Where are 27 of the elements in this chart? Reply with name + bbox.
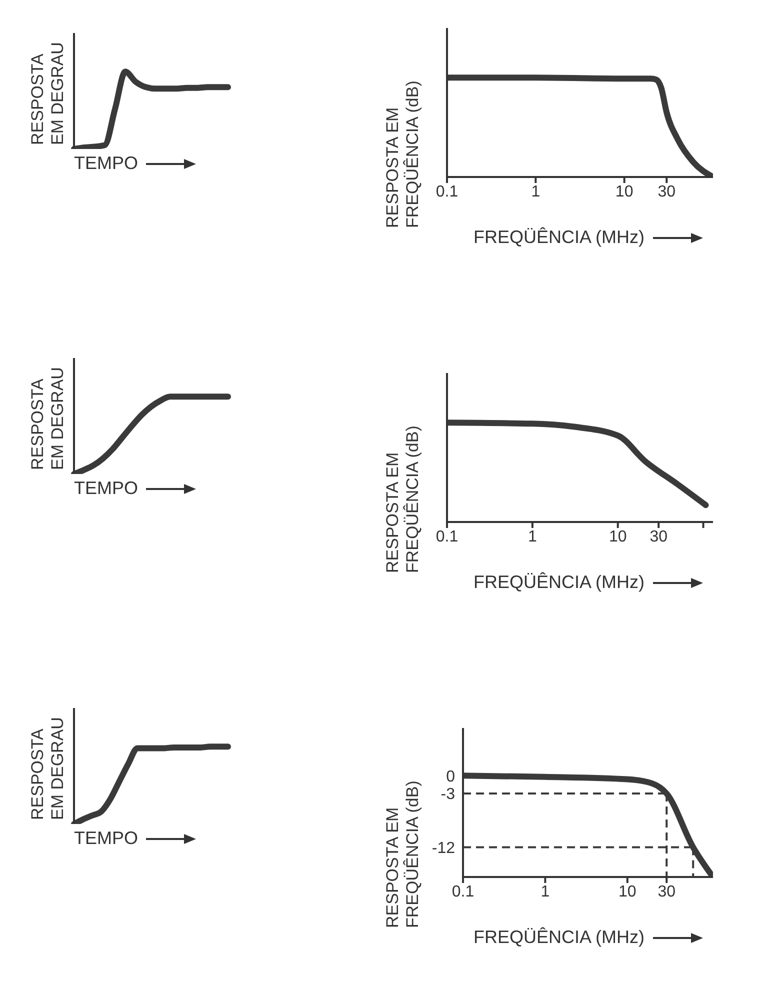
x-tick-label: 0.1 [436,183,458,200]
x-axis-title: FREQÜÊNCIA (MHz) [474,572,644,593]
y-axis-title: RESPOSTA EM FREQÜÊNCIA (dB) [383,424,423,573]
x-tick-label: 30 [658,183,676,200]
x-axis-title: TEMPO [74,478,138,499]
x-tick-label: 10 [615,183,634,200]
y-axis-title: RESPOSTA EM DEGRAU [28,366,68,470]
x-tick-label: 0.1 [452,883,474,900]
y-axis-title: RESPOSTA EM DEGRAU [28,716,68,820]
x-tick-label: 10 [618,883,636,900]
y-tick-label: -3 [440,786,456,804]
x-tick-label: 10 [608,528,627,546]
x-tick-label: 1 [540,883,550,900]
x-tick-label: 1 [531,183,540,200]
y-axis-title: RESPOSTA EM DEGRAU [28,41,68,145]
x-axis-title: FREQÜÊNCIA (MHz) [474,227,644,248]
y-tick-label: 0 [446,768,456,786]
y-tick-label: -12 [432,840,456,857]
y-axis-title: RESPOSTA EM FREQÜÊNCIA (dB) [383,80,423,228]
x-axis-title: TEMPO [74,828,138,849]
x-tick-label: 0.1 [436,528,458,546]
x-tick-label: 1 [528,528,537,546]
x-tick-label: 30 [658,883,676,900]
x-axis-title: FREQÜÊNCIA (MHz) [474,927,644,948]
x-tick-label: 30 [650,528,668,546]
x-axis-title: TEMPO [74,153,138,174]
y-axis-title: RESPOSTA EM FREQÜÊNCIA (dB) [383,780,423,928]
